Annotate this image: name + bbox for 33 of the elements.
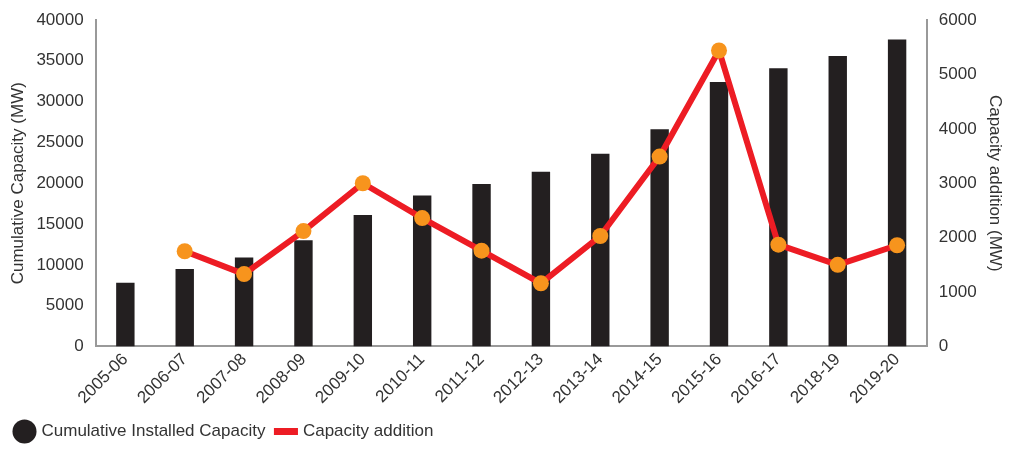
bar bbox=[769, 68, 788, 347]
y-tick-label: 20000 bbox=[36, 172, 84, 192]
legend-label: Cumulative Installed Capacity bbox=[41, 421, 266, 441]
y2-tick-label: 6000 bbox=[938, 9, 977, 29]
y-tick-label: 5000 bbox=[45, 295, 84, 315]
bar bbox=[116, 282, 135, 347]
y2-tick-label: 0 bbox=[938, 336, 949, 356]
bar bbox=[294, 240, 313, 347]
y-tick-label: 15000 bbox=[36, 213, 84, 233]
bar bbox=[531, 171, 551, 347]
bar bbox=[472, 184, 491, 347]
y-tick-label: 0 bbox=[74, 336, 84, 356]
legend-label: Capacity addition bbox=[302, 421, 434, 441]
y-tick-label: 40000 bbox=[36, 9, 84, 29]
y-tick-label: 30000 bbox=[36, 91, 84, 111]
y2-tick-label: 2000 bbox=[938, 227, 977, 247]
bar bbox=[650, 129, 669, 347]
bar bbox=[887, 39, 907, 347]
y2-tick-label: 3000 bbox=[938, 172, 977, 192]
bar bbox=[709, 82, 729, 347]
y2-tick-label: 1000 bbox=[938, 281, 977, 301]
bar bbox=[591, 153, 610, 347]
bar bbox=[175, 268, 194, 347]
y-tick-label: 25000 bbox=[36, 132, 84, 152]
bar bbox=[412, 195, 432, 347]
y-tick-label: 10000 bbox=[36, 254, 84, 274]
y2-axis-title: Capacity addition (MW) bbox=[986, 94, 1006, 272]
y-axis-title: Cumulative Capacity (MW) bbox=[7, 82, 27, 285]
y-tick-label: 35000 bbox=[36, 50, 84, 70]
bar bbox=[828, 55, 847, 347]
y2-tick-label: 5000 bbox=[938, 64, 977, 84]
y2-tick-label: 4000 bbox=[938, 118, 977, 138]
bar bbox=[353, 215, 373, 347]
